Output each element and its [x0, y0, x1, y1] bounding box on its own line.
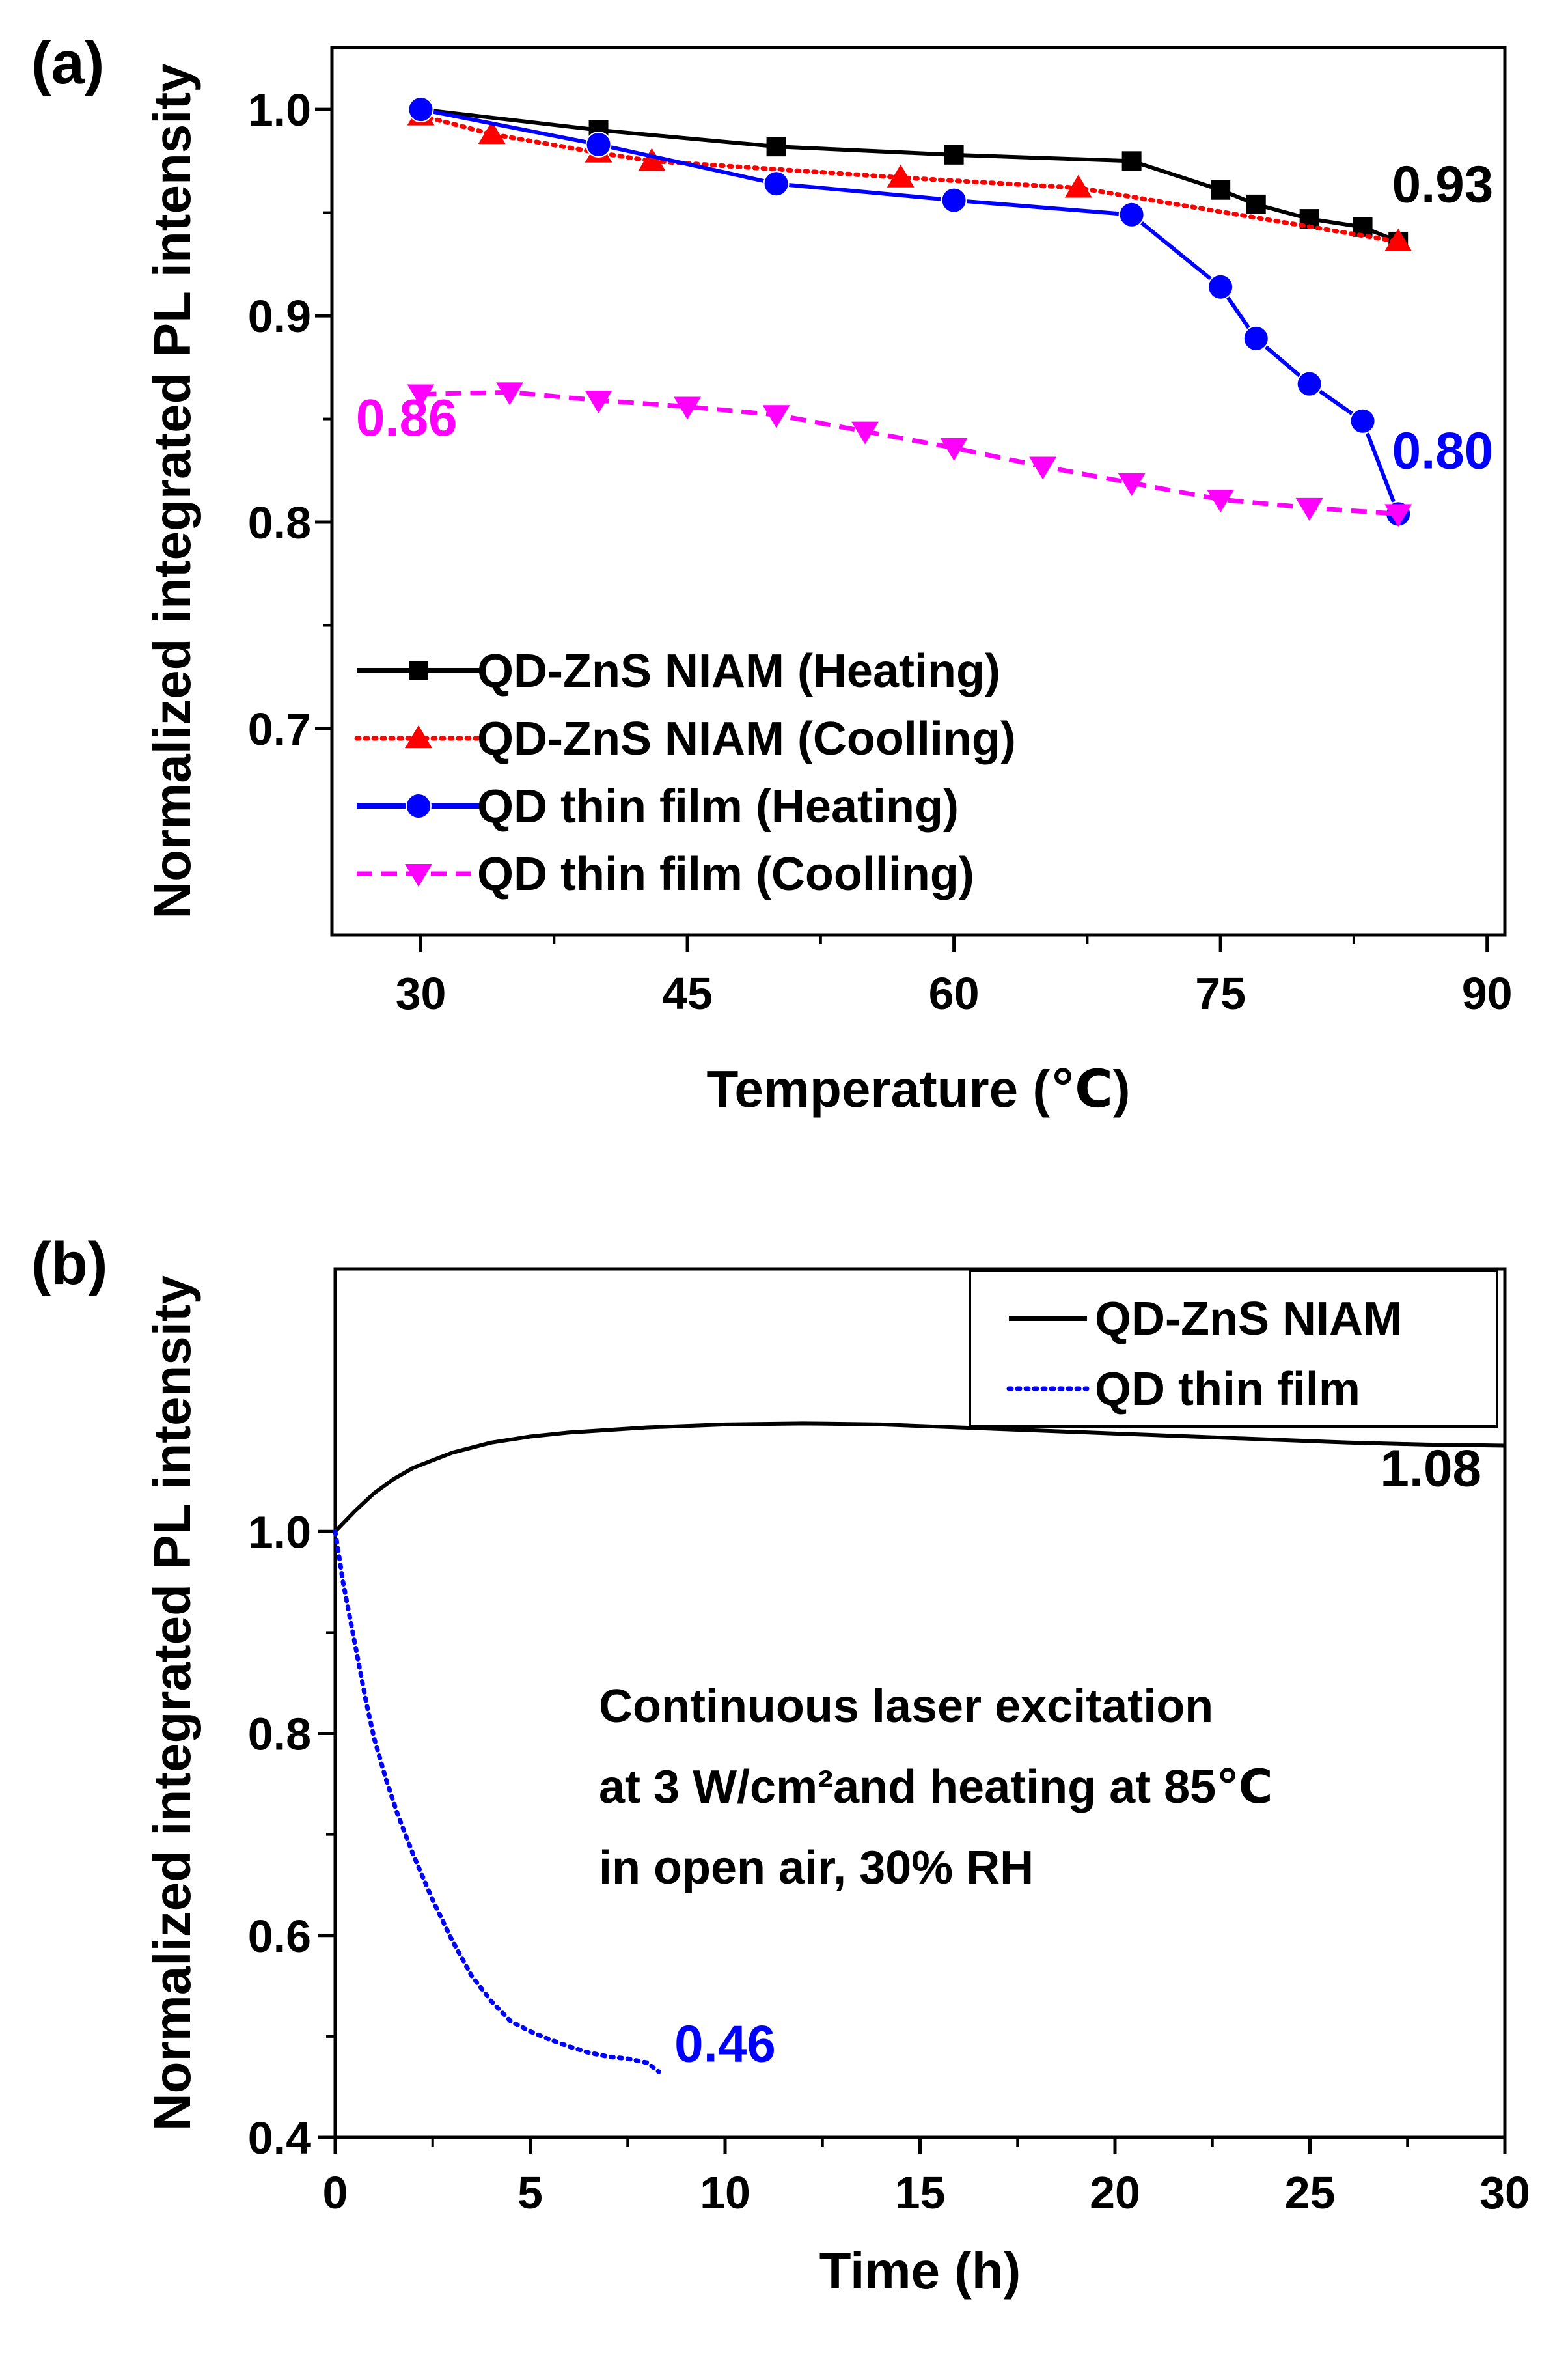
x-tick-label: 90: [1462, 968, 1513, 1019]
data-point-3: [1207, 490, 1235, 513]
legend-label-0: QD-ZnS NIAM (Heating): [477, 645, 1000, 697]
legend-label-2: QD thin film (Heating): [477, 781, 959, 833]
data-label-1: 0.86: [356, 389, 458, 447]
data-point-3: [851, 421, 879, 445]
data-point-2: [1243, 325, 1269, 352]
y-axis-label: Normalized integrated PL intensity: [143, 1275, 201, 2131]
x-axis-label: Time (h): [819, 2242, 1021, 2300]
data-label-0: 1.08: [1380, 1439, 1481, 1497]
legend-marker-2: [406, 793, 432, 819]
x-tick-label: 25: [1285, 2167, 1336, 2218]
chart-panel-a: (a) 30 45 60 75 90 0.7 0.8 0.9 1.0 Temperature (℃)…: [31, 30, 1513, 1118]
data-point-2: [941, 187, 967, 214]
data-point-3: [1029, 456, 1057, 480]
data-point-3: [496, 382, 524, 406]
x-tick-label: 10: [700, 2167, 750, 2218]
legend-marker-0: [409, 661, 428, 680]
data-point-0: [1121, 151, 1142, 171]
data-point-2: [763, 171, 790, 197]
y-tick-label: 0.8: [248, 497, 311, 548]
y-axis-label: Normalized integrated PL intensity: [143, 63, 201, 919]
x-tick-label: 30: [396, 968, 447, 1019]
inset-note-line: Continuous laser excitation: [599, 1680, 1213, 1732]
data-point-1: [638, 148, 666, 171]
data-label-2: 0.80: [1392, 422, 1494, 480]
chart-panel-b: (b) 0 5 10 15 20 25 30 0.4 0.6 0.8 1.0 Time (h) Norma…: [31, 1231, 1530, 2300]
data-point-0: [766, 137, 786, 157]
inset-note-line: at 3 W/cm²and heating at 85℃: [599, 1761, 1272, 1813]
data-point-0: [1246, 194, 1266, 214]
series-line-2: [420, 107, 1400, 515]
data-point-2: [585, 131, 612, 158]
data-point-0: [944, 145, 964, 165]
x-tick-label: 0: [323, 2167, 348, 2218]
data-point-3: [585, 391, 612, 414]
legend-label-0: QD-ZnS NIAM: [1095, 1293, 1402, 1345]
y-tick-label: 0.8: [248, 1709, 311, 1760]
legend-marker-1: [405, 725, 432, 748]
panel-label: (b): [31, 1231, 107, 1297]
y-tick-label: 0.9: [248, 291, 311, 342]
data-point-3: [1118, 473, 1146, 496]
series-line-0: [420, 107, 1399, 243]
data-point-3: [762, 405, 790, 428]
data-point-3: [407, 384, 435, 408]
y-tick-label: 0.7: [248, 704, 311, 755]
x-tick-label: 30: [1479, 2167, 1530, 2218]
x-tick-label: 75: [1195, 968, 1246, 1019]
x-tick-label: 20: [1090, 2167, 1140, 2218]
data-point-1: [478, 121, 506, 145]
data-point-3: [674, 396, 702, 420]
data-point-1: [1384, 228, 1412, 251]
panel-label: (a): [31, 30, 104, 96]
legend-label-1: QD thin film: [1095, 1363, 1360, 1415]
series-line-0: [333, 1421, 1506, 1533]
data-point-2: [1349, 408, 1376, 434]
x-tick-label: 45: [662, 968, 713, 1019]
data-point-1: [887, 164, 915, 188]
data-point-2: [1207, 273, 1234, 300]
data-point-3: [1384, 504, 1412, 527]
x-tick-label: 15: [895, 2167, 946, 2218]
plot-frame: [330, 46, 1507, 937]
legend-label-3: QD thin film (Coolling): [477, 848, 974, 900]
legend-marker-3: [405, 864, 432, 887]
x-axis-label: Temperature (℃): [706, 1060, 1130, 1118]
legend-label-1: QD-ZnS NIAM (Coolling): [477, 713, 1016, 765]
series-line-1: [419, 113, 1401, 244]
y-tick-label: 0.4: [248, 2113, 311, 2163]
data-label-0: 0.93: [1392, 156, 1494, 214]
legend-box: [969, 1269, 1498, 1428]
x-tick-label: 5: [517, 2167, 543, 2218]
data-label-1: 0.46: [674, 2015, 776, 2073]
y-tick-label: 1.0: [248, 85, 311, 135]
data-point-2: [1118, 201, 1145, 228]
y-tick-label: 1.0: [248, 1507, 311, 1557]
data-point-1: [1064, 174, 1092, 198]
data-point-2: [1296, 370, 1323, 397]
data-point-2: [407, 96, 434, 123]
data-point-3: [940, 438, 968, 461]
data-point-3: [1295, 497, 1323, 521]
inset-note-line: in open air, 30% RH: [599, 1842, 1034, 1894]
y-tick-label: 0.6: [248, 1911, 311, 1962]
series-line-1: [333, 1529, 661, 2074]
series-line-3: [420, 389, 1399, 516]
x-tick-label: 60: [929, 968, 980, 1019]
data-point-0: [1211, 180, 1231, 200]
